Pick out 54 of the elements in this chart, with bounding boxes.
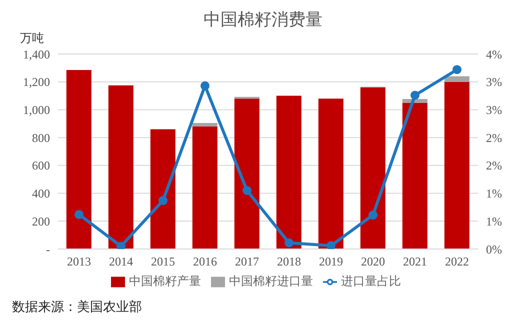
x-tick-label: 2021	[403, 254, 427, 269]
point	[74, 210, 84, 219]
y-tick-label: 1,000	[23, 102, 50, 117]
y-tick-label: 600	[32, 158, 50, 173]
y2-tick-label: 4%	[486, 47, 502, 62]
legend-label: 中国棉籽产量	[129, 274, 201, 288]
x-tick-label: 2018	[277, 254, 301, 269]
bar	[234, 98, 260, 249]
x-tick-label: 2014	[109, 254, 133, 269]
point	[368, 210, 378, 220]
point	[158, 196, 168, 206]
chart-title: 中国棉籽消费量	[202, 9, 324, 31]
x-tick-label: 2013	[67, 254, 91, 269]
point	[242, 186, 252, 195]
source-note: 数据来源：美国农业部	[12, 298, 143, 316]
point	[284, 238, 294, 248]
y2-tick-label: 3%	[486, 75, 502, 90]
y-tick-label: 1,400	[23, 47, 50, 62]
point	[326, 241, 336, 249]
bar	[402, 102, 428, 249]
bar	[318, 98, 344, 249]
point	[452, 65, 462, 74]
y2-tick-label: 2%	[486, 158, 502, 173]
bar	[276, 96, 302, 249]
x-tick-label: 2019	[319, 254, 343, 269]
x-tick-label: 2016	[193, 254, 217, 269]
y-tick-label: 400	[32, 186, 50, 201]
point	[410, 90, 420, 100]
point	[116, 242, 126, 249]
bar	[192, 126, 218, 249]
bar	[150, 129, 176, 249]
legend-label: 进口量占比	[341, 274, 401, 288]
y2-tick-label: 1%	[486, 186, 502, 201]
x-tick-label: 2020	[361, 254, 385, 269]
y-tick-label: 800	[32, 130, 50, 145]
bar	[66, 70, 92, 249]
bar	[108, 85, 134, 249]
y2-tick-label: 1%	[486, 214, 502, 228]
x-tick-label: 2017	[235, 254, 259, 269]
y-tick-label: 1,200	[23, 75, 50, 90]
y2-tick-label: 0%	[486, 242, 502, 256]
legend-label: 中国棉籽进口量	[229, 274, 313, 288]
y2-tick-label: 2%	[486, 130, 502, 145]
y-tick-label: 200	[32, 214, 50, 228]
y-tick-label: -	[46, 242, 50, 256]
bar	[192, 122, 218, 126]
y-axis-title: 万吨	[20, 30, 44, 47]
bar	[444, 76, 470, 82]
y2-tick-label: 3%	[486, 102, 502, 117]
point	[200, 81, 210, 90]
x-tick-label: 2022	[445, 254, 469, 269]
bar	[444, 82, 470, 249]
bar	[360, 87, 386, 249]
x-tick-label: 2015	[151, 254, 175, 269]
